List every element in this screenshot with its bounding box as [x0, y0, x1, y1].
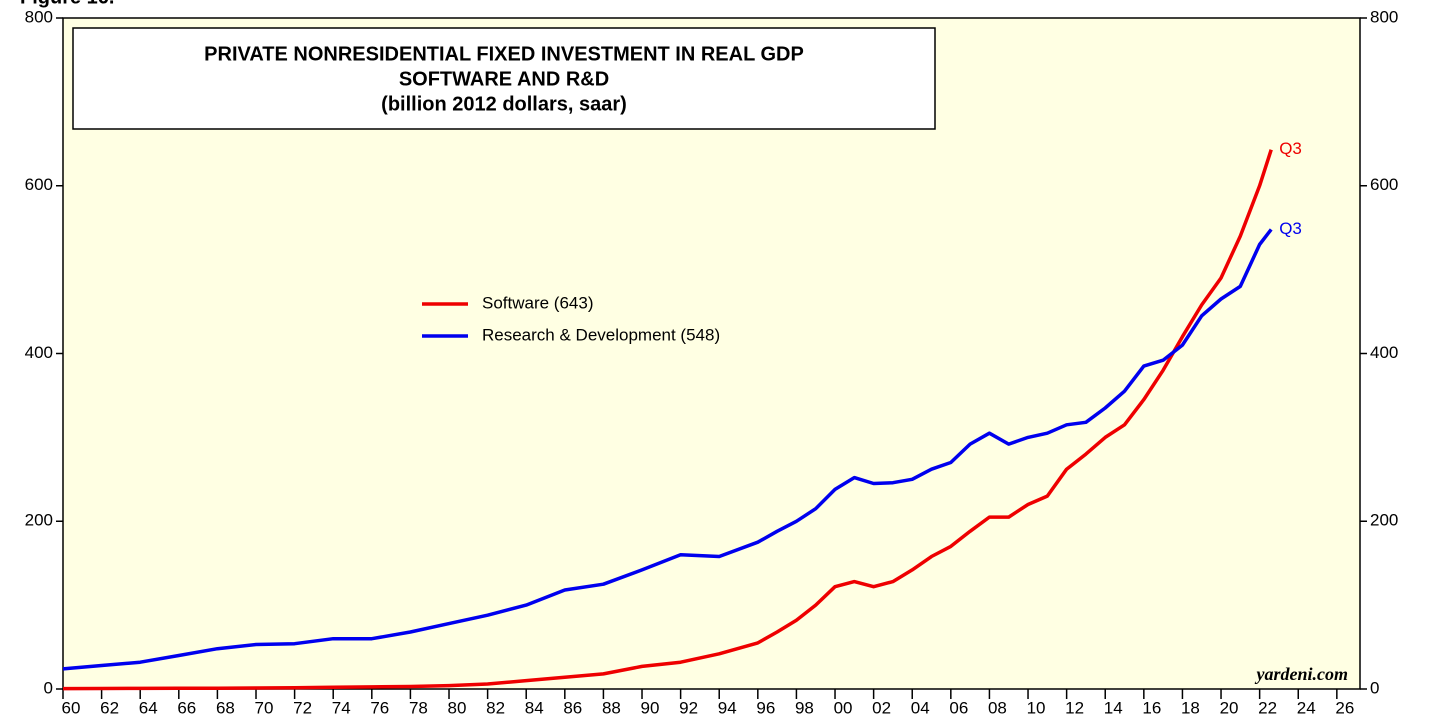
y2-tick-label: 400 — [1370, 343, 1398, 362]
source: yardeni.com — [1255, 664, 1349, 684]
y-tick-label: 800 — [25, 7, 53, 26]
x-tick-label: 00 — [834, 698, 853, 717]
title-box — [72, 27, 936, 130]
x-tick-label: 04 — [911, 698, 930, 717]
x-tick-label: 80 — [448, 698, 467, 717]
y2-tick-label: 600 — [1370, 175, 1398, 194]
legend-label: Research & Development (548) — [482, 325, 720, 344]
x-tick-label: 22 — [1258, 698, 1277, 717]
x-tick-label: 88 — [602, 698, 621, 717]
y2-tick-label: 800 — [1370, 7, 1398, 26]
figure-label: Figure 16. — [20, 0, 114, 8]
x-tick-label: 74 — [332, 698, 351, 717]
x-tick-label: 90 — [641, 698, 660, 717]
x-tick-label: 64 — [139, 698, 158, 717]
chart-title: PRIVATE NONRESIDENTIAL FIXED INVESTMENT … — [204, 43, 804, 65]
annotation: Q3 — [1279, 219, 1302, 238]
x-tick-label: 26 — [1335, 698, 1354, 717]
line-series — [62, 149, 1273, 691]
x-tick-label: 16 — [1142, 698, 1161, 717]
x-tick-label: 92 — [679, 698, 698, 717]
x-tick-label: 18 — [1181, 698, 1200, 717]
x-tick-label: 06 — [949, 698, 968, 717]
x-tick-label: 70 — [255, 698, 274, 717]
chart-title: SOFTWARE AND R&D — [399, 68, 609, 90]
x-tick-label: 20 — [1220, 698, 1239, 717]
x-tick-label: 14 — [1104, 698, 1123, 717]
y-tick-label: 200 — [25, 511, 53, 530]
x-tick-label: 66 — [177, 698, 196, 717]
plot-area — [62, 17, 1361, 690]
legend-label: Software (643) — [482, 293, 594, 312]
y-tick-label: 400 — [25, 343, 53, 362]
x-tick-label: 10 — [1027, 698, 1046, 717]
x-tick-label: 68 — [216, 698, 235, 717]
x-tick-label: 86 — [563, 698, 582, 717]
x-tick-label: 24 — [1297, 698, 1316, 717]
x-tick-label: 72 — [293, 698, 312, 717]
annotation: Q3 — [1279, 139, 1302, 158]
x-tick-label: 08 — [988, 698, 1007, 717]
x-tick-label: 78 — [409, 698, 428, 717]
chart-title: (billion 2012 dollars, saar) — [381, 93, 627, 115]
x-tick-label: 84 — [525, 698, 544, 717]
x-tick-label: 76 — [370, 698, 389, 717]
x-tick-label: 98 — [795, 698, 814, 717]
x-tick-label: 62 — [100, 698, 119, 717]
x-tick-label: 02 — [872, 698, 891, 717]
y-tick-label: 0 — [44, 678, 53, 697]
line-series — [62, 228, 1273, 671]
x-tick-label: 12 — [1065, 698, 1084, 717]
y2-tick-label: 0 — [1370, 678, 1379, 697]
x-tick-label: 82 — [486, 698, 505, 717]
x-tick-label: 94 — [718, 698, 737, 717]
x-tick-label: 96 — [756, 698, 775, 717]
x-tick-label: 60 — [62, 698, 81, 717]
y-tick-label: 600 — [25, 175, 53, 194]
y2-tick-label: 200 — [1370, 511, 1398, 530]
